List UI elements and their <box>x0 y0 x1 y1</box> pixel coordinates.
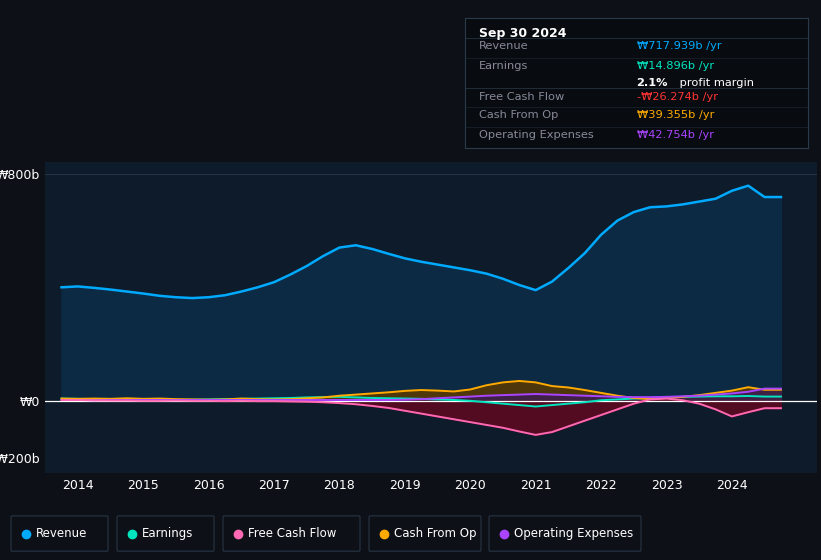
Text: ₩14.896b /yr: ₩14.896b /yr <box>636 61 713 71</box>
Text: Free Cash Flow: Free Cash Flow <box>479 92 564 102</box>
Text: Earnings: Earnings <box>142 527 194 540</box>
Text: ₩717.939b /yr: ₩717.939b /yr <box>636 41 721 52</box>
FancyBboxPatch shape <box>11 516 108 551</box>
Text: ₩42.754b /yr: ₩42.754b /yr <box>636 130 713 140</box>
Text: Operating Expenses: Operating Expenses <box>514 527 633 540</box>
Text: Revenue: Revenue <box>479 41 529 52</box>
FancyBboxPatch shape <box>117 516 214 551</box>
FancyBboxPatch shape <box>489 516 641 551</box>
Text: Cash From Op: Cash From Op <box>479 110 558 120</box>
Text: Operating Expenses: Operating Expenses <box>479 130 594 140</box>
Text: Earnings: Earnings <box>479 61 528 71</box>
Text: Revenue: Revenue <box>36 527 87 540</box>
Text: Cash From Op: Cash From Op <box>394 527 476 540</box>
FancyBboxPatch shape <box>369 516 481 551</box>
Text: Sep 30 2024: Sep 30 2024 <box>479 27 566 40</box>
Text: profit margin: profit margin <box>676 78 754 88</box>
Text: -₩26.274b /yr: -₩26.274b /yr <box>636 92 718 102</box>
Text: ₩39.355b /yr: ₩39.355b /yr <box>636 110 714 120</box>
FancyBboxPatch shape <box>223 516 360 551</box>
Text: 2.1%: 2.1% <box>636 78 668 88</box>
Text: Free Cash Flow: Free Cash Flow <box>248 527 337 540</box>
